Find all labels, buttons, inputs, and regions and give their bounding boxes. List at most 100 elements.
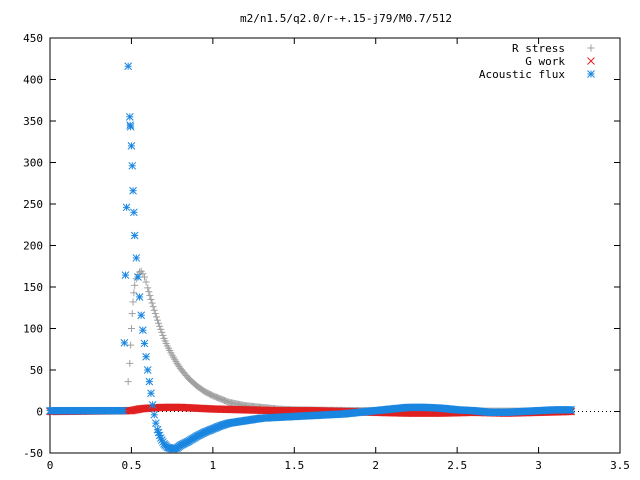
data-point-stroke xyxy=(148,401,157,409)
data-point xyxy=(129,186,137,195)
data-point xyxy=(135,293,144,301)
data-point xyxy=(126,359,134,367)
legend-label: Acoustic flux xyxy=(479,68,565,81)
data-point xyxy=(147,389,155,398)
data-point xyxy=(136,268,144,276)
data-point xyxy=(132,254,141,262)
y-tick-label: 450 xyxy=(23,32,43,45)
data-point-stroke xyxy=(120,339,129,347)
data-point-stroke xyxy=(129,186,137,195)
legend-label: G work xyxy=(525,55,565,68)
y-tick-label: 250 xyxy=(23,198,43,211)
y-tick-label: -50 xyxy=(23,447,43,460)
data-point-stroke xyxy=(150,410,159,419)
data-point xyxy=(145,377,154,386)
data-series xyxy=(46,62,575,453)
x-tick-label: 1 xyxy=(210,459,217,472)
x-tick-label: 1.5 xyxy=(284,459,304,472)
x-tick-label: 0.5 xyxy=(121,459,141,472)
data-point-stroke xyxy=(140,339,149,348)
data-point-stroke xyxy=(125,112,134,121)
data-point xyxy=(142,278,150,286)
data-point xyxy=(130,208,138,217)
data-point xyxy=(134,273,142,281)
data-point-stroke xyxy=(119,406,128,415)
data-point xyxy=(138,326,147,335)
data-point xyxy=(124,378,132,386)
data-point-stroke xyxy=(128,161,137,170)
data-point xyxy=(146,292,154,300)
data-point xyxy=(125,112,134,121)
y-tick-label: 400 xyxy=(23,74,43,87)
data-point-stroke xyxy=(124,62,133,71)
data-point xyxy=(131,281,139,289)
data-point xyxy=(147,295,155,303)
legend-marker-stroke xyxy=(587,57,595,65)
y-tick-label: 0 xyxy=(36,406,43,419)
data-point xyxy=(153,316,161,324)
x-tick-label: 0 xyxy=(47,459,54,472)
data-point-stroke xyxy=(135,293,144,301)
data-point xyxy=(159,331,167,339)
data-point-stroke xyxy=(147,389,155,398)
data-point-stroke xyxy=(127,142,136,150)
data-point-stroke xyxy=(143,366,152,374)
data-point-stroke xyxy=(152,419,160,427)
data-point xyxy=(130,289,138,297)
data-point-stroke xyxy=(121,271,130,279)
data-point-stroke xyxy=(134,273,142,281)
data-point xyxy=(120,339,129,347)
data-point xyxy=(140,339,149,348)
legend-marker xyxy=(587,44,595,52)
data-point xyxy=(567,405,575,414)
data-point xyxy=(149,303,157,311)
data-point xyxy=(152,313,160,321)
data-point xyxy=(155,319,163,327)
data-point xyxy=(121,271,130,279)
data-point xyxy=(151,310,159,318)
data-point xyxy=(127,341,135,349)
legend-marker xyxy=(587,57,595,65)
y-tick-label: 300 xyxy=(23,157,43,170)
data-point xyxy=(127,325,135,332)
x-tick-label: 3.5 xyxy=(610,459,630,472)
data-point-stroke xyxy=(122,203,131,212)
data-point xyxy=(137,311,146,320)
data-point xyxy=(129,298,137,306)
data-point-stroke xyxy=(137,311,146,320)
data-point-stroke xyxy=(138,326,147,335)
legend-marker xyxy=(587,70,595,78)
data-point-stroke xyxy=(130,231,139,240)
x-tick-label: 2.5 xyxy=(447,459,467,472)
data-point xyxy=(122,203,131,212)
data-point xyxy=(128,310,136,318)
data-point xyxy=(145,288,153,296)
data-point xyxy=(139,270,147,278)
y-tick-label: 100 xyxy=(23,323,43,336)
legend-marker-stroke xyxy=(587,70,595,78)
y-tick-label: 200 xyxy=(23,240,43,253)
x-tick-label: 3 xyxy=(535,459,542,472)
data-point xyxy=(158,328,166,336)
data-point-stroke xyxy=(145,377,154,386)
data-point xyxy=(126,122,135,131)
data-point xyxy=(150,410,159,419)
series-acoustic-flux xyxy=(46,62,575,453)
x-tick-label: 2 xyxy=(372,459,379,472)
y-tick-label: 350 xyxy=(23,115,43,128)
data-point xyxy=(142,352,150,361)
data-point-stroke xyxy=(142,352,150,361)
data-point xyxy=(144,284,152,292)
data-point-stroke xyxy=(132,254,141,262)
y-tick-label: 150 xyxy=(23,281,43,294)
data-point-stroke xyxy=(567,405,575,414)
data-point xyxy=(128,161,137,170)
axis-ticks: 0 0.5 1 1.5 2 2.5 3 3.5 -50 0 50 100 150 200 250 300 350… xyxy=(23,32,630,472)
legend-label: R stress xyxy=(512,42,565,55)
data-point xyxy=(148,401,157,409)
data-point-stroke xyxy=(130,208,138,217)
